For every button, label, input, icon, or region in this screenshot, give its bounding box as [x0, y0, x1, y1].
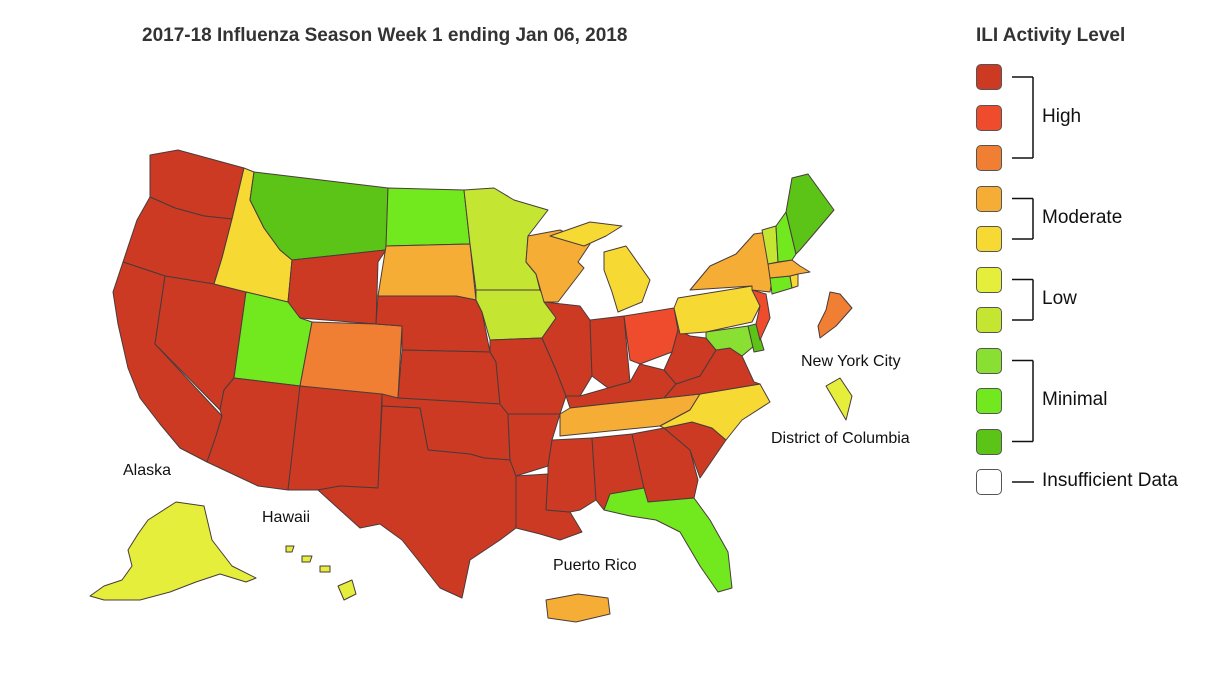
region-district-of-columbia[interactable] — [825, 377, 853, 421]
legend-label-low: Low — [1042, 287, 1077, 309]
legend-title: ILI Activity Level — [976, 25, 1126, 46]
state-alaska[interactable] — [89, 501, 257, 601]
legend-swatch — [976, 104, 1002, 131]
state-maine[interactable] — [785, 173, 835, 255]
legend-label-high: High — [1042, 105, 1082, 127]
legend-label-insufficient-data: Insufficient Data — [1042, 470, 1178, 491]
state-michigan[interactable] — [549, 221, 651, 313]
state-hawaii[interactable] — [285, 545, 357, 601]
legend-swatch — [976, 266, 1002, 293]
state-massachusetts[interactable] — [767, 259, 811, 279]
label-hawaii: Hawaii — [262, 509, 311, 526]
state-colorado[interactable] — [299, 321, 403, 399]
legend-swatch — [976, 64, 1002, 90]
state-new-hampshire[interactable] — [775, 211, 797, 263]
legend-swatch — [976, 428, 1002, 455]
label-puerto-rico: Puerto Rico — [553, 557, 637, 574]
territory-puerto-rico[interactable] — [545, 593, 611, 623]
legend-swatch — [976, 307, 1002, 333]
legend-swatch — [976, 469, 1002, 495]
legend-swatch — [976, 185, 1002, 212]
state-north-carolina[interactable] — [659, 383, 771, 441]
legend-swatch — [976, 388, 1002, 414]
label-district-of-columbia: District of Columbia — [771, 430, 910, 447]
map-title: 2017-18 Influenza Season Week 1 ending J… — [142, 25, 628, 46]
region-new-york-city[interactable] — [817, 291, 853, 339]
legend-swatch — [976, 145, 1002, 171]
state-delaware[interactable] — [747, 323, 765, 353]
state-florida[interactable] — [603, 487, 733, 593]
state-new-jersey[interactable] — [751, 289, 771, 341]
legend-label-minimal: Minimal — [1042, 389, 1108, 410]
influenza-activity-map — [89, 149, 853, 623]
label-alaska: Alaska — [123, 462, 172, 479]
legend-swatch — [976, 347, 1002, 374]
legend-label-moderate: Moderate — [1042, 206, 1123, 228]
label-new-york-city: New York City — [801, 353, 901, 370]
state-texas[interactable] — [317, 405, 517, 599]
legend-swatch — [976, 226, 1002, 252]
